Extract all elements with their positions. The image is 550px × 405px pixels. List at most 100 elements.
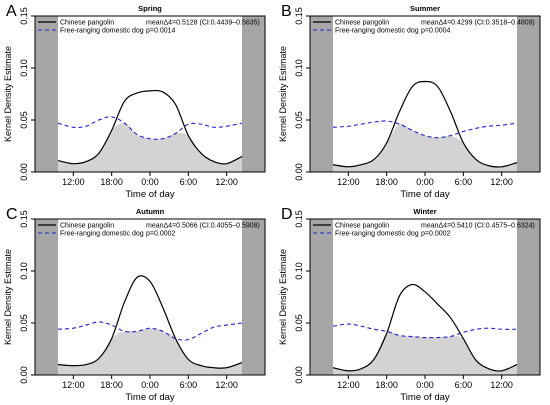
x-tick-label: 0:00 [416, 177, 434, 187]
legend-entry: Free-ranging domestic dog [60, 231, 144, 238]
y-tick-label: 0.10 [19, 59, 29, 77]
y-tick-label: 0.05 [19, 111, 29, 129]
y-tick-label: 0.10 [19, 262, 29, 280]
x-tick-label: 12:00 [62, 177, 85, 187]
series-line-dog [332, 323, 518, 339]
x-tick-label: 18:00 [100, 380, 123, 390]
stats-annotation: p=0.0004 [421, 28, 450, 35]
y-tick-label: 0.00 [19, 163, 29, 181]
series-line-dog [332, 120, 518, 139]
plot-area [35, 16, 265, 172]
series-line-pangolin [57, 89, 243, 165]
night-band [310, 219, 333, 375]
y-tick-label: 0.15 [294, 7, 304, 25]
x-tick-label: 12:00 [215, 380, 238, 390]
x-tick-label: 18:00 [100, 177, 123, 187]
overlap-area [58, 328, 242, 375]
panel-d: 12:00 18:00 0:00 6:00 12:00 0.00 0.05 0.10 0.15D… [278, 206, 541, 403]
plot-area [310, 219, 540, 375]
x-tick-label: 0:00 [416, 380, 434, 390]
y-tick-label: 0.00 [294, 366, 304, 384]
series-line-dog [57, 116, 243, 140]
x-tick-label: 6:00 [455, 177, 473, 187]
y-axis-label: Kernel Density Estimate [278, 249, 288, 345]
stats-annotation: meanΔ4=0.5128 (CI:0.4439–0.5635) [146, 20, 260, 27]
y-tick-label: 0.15 [19, 7, 29, 25]
panel-c: 12:00 18:00 0:00 6:00 12:000.000.050.100.15C… [3, 206, 266, 403]
panel-letter: B [281, 3, 292, 20]
overlap-area [58, 123, 242, 172]
series-line-pangolin [57, 275, 243, 369]
stats-annotation: meanΔ4=0.5066 (CI:0.4055–0.5908) [146, 223, 260, 230]
legend-entry: Chinese pangolin [60, 20, 114, 27]
x-tick-label: 12:00 [490, 177, 513, 187]
legend-entry: Free-ranging domestic dog [335, 231, 419, 238]
panel-letter: D [281, 206, 293, 223]
night-band [517, 219, 540, 375]
x-tick-label: 0:00 [141, 380, 159, 390]
y-tick-label: 0.15 [294, 210, 304, 228]
stats-annotation: p=0.0014 [146, 28, 175, 35]
plot-area [310, 16, 540, 172]
x-tick-label: 6:00 [180, 177, 198, 187]
chart-title: Summer [410, 4, 440, 13]
x-axis-label: Time of day [125, 189, 175, 200]
panel-letter: C [6, 206, 18, 223]
night-band [35, 16, 58, 172]
x-tick-label: 6:00 [180, 380, 198, 390]
y-axis-label: Kernel Density Estimate [278, 46, 288, 142]
x-axis-label: Time of day [400, 392, 450, 403]
x-axis-label: Time of day [400, 189, 450, 200]
x-tick-label: 18:00 [375, 380, 398, 390]
legend-entry: Free-ranging domestic dog [60, 28, 144, 35]
y-tick-label: 0.15 [19, 210, 29, 228]
night-band [35, 219, 58, 375]
night-band [310, 16, 333, 172]
plot-area [35, 219, 265, 375]
x-tick-label: 12:00 [490, 380, 513, 390]
legend-entry: Chinese pangolin [335, 20, 389, 27]
x-axis-label: Time of day [125, 392, 175, 403]
chart-title: Autumn [136, 207, 165, 216]
overlap-area [333, 123, 517, 172]
x-tick-label: 12:00 [62, 380, 85, 390]
x-tick-label: 12:00 [337, 177, 360, 187]
panel-b: 12:00 18:00 0:00 6:00 12:00 0.00 0.05 0.10 0.15B… [278, 3, 541, 200]
x-tick-label: 18:00 [375, 177, 398, 187]
y-tick-label: 0.05 [294, 314, 304, 332]
y-tick-label: 0.05 [19, 314, 29, 332]
chart-title: Spring [138, 4, 162, 13]
y-tick-label: 0.00 [294, 163, 304, 181]
legend-entry: Chinese pangolin [60, 223, 114, 230]
series-line-pangolin [332, 80, 518, 168]
night-band [517, 16, 540, 172]
x-tick-label: 12:00 [337, 380, 360, 390]
x-tick-label: 0:00 [141, 177, 159, 187]
stats-annotation: p=0.0002 [421, 231, 450, 238]
overlap-area [333, 331, 517, 375]
y-axis-label: Kernel Density Estimate [3, 249, 13, 345]
y-tick-label: 0.10 [294, 262, 304, 280]
y-tick-label: 0.05 [294, 111, 304, 129]
chart-title: Winter [413, 207, 436, 216]
y-tick-label: 0.10 [294, 59, 304, 77]
stats-annotation: meanΔ4=0.5410 (CI:0.4575–0.6324) [421, 223, 535, 230]
legend-entry: Chinese pangolin [335, 223, 389, 230]
panel-letter: A [6, 3, 17, 20]
stats-annotation: p=0.0002 [146, 231, 175, 238]
legend-entry: Free-ranging domestic dog [335, 28, 419, 35]
y-tick-label: 0.00 [19, 366, 29, 384]
stats-annotation: meanΔ4=0.4299 (CI:0.3518–0.4809) [421, 20, 535, 27]
x-tick-label: 12:00 [215, 177, 238, 187]
y-axis-label: Kernel Density Estimate [3, 46, 13, 142]
x-tick-label: 6:00 [455, 380, 473, 390]
night-band [242, 16, 265, 172]
night-band [242, 219, 265, 375]
series-line-pangolin [332, 283, 518, 372]
panel-a: 12:00 18:00 0:00 6:00 12:00 0.00 0.05 0.10 0.15A… [3, 3, 266, 200]
